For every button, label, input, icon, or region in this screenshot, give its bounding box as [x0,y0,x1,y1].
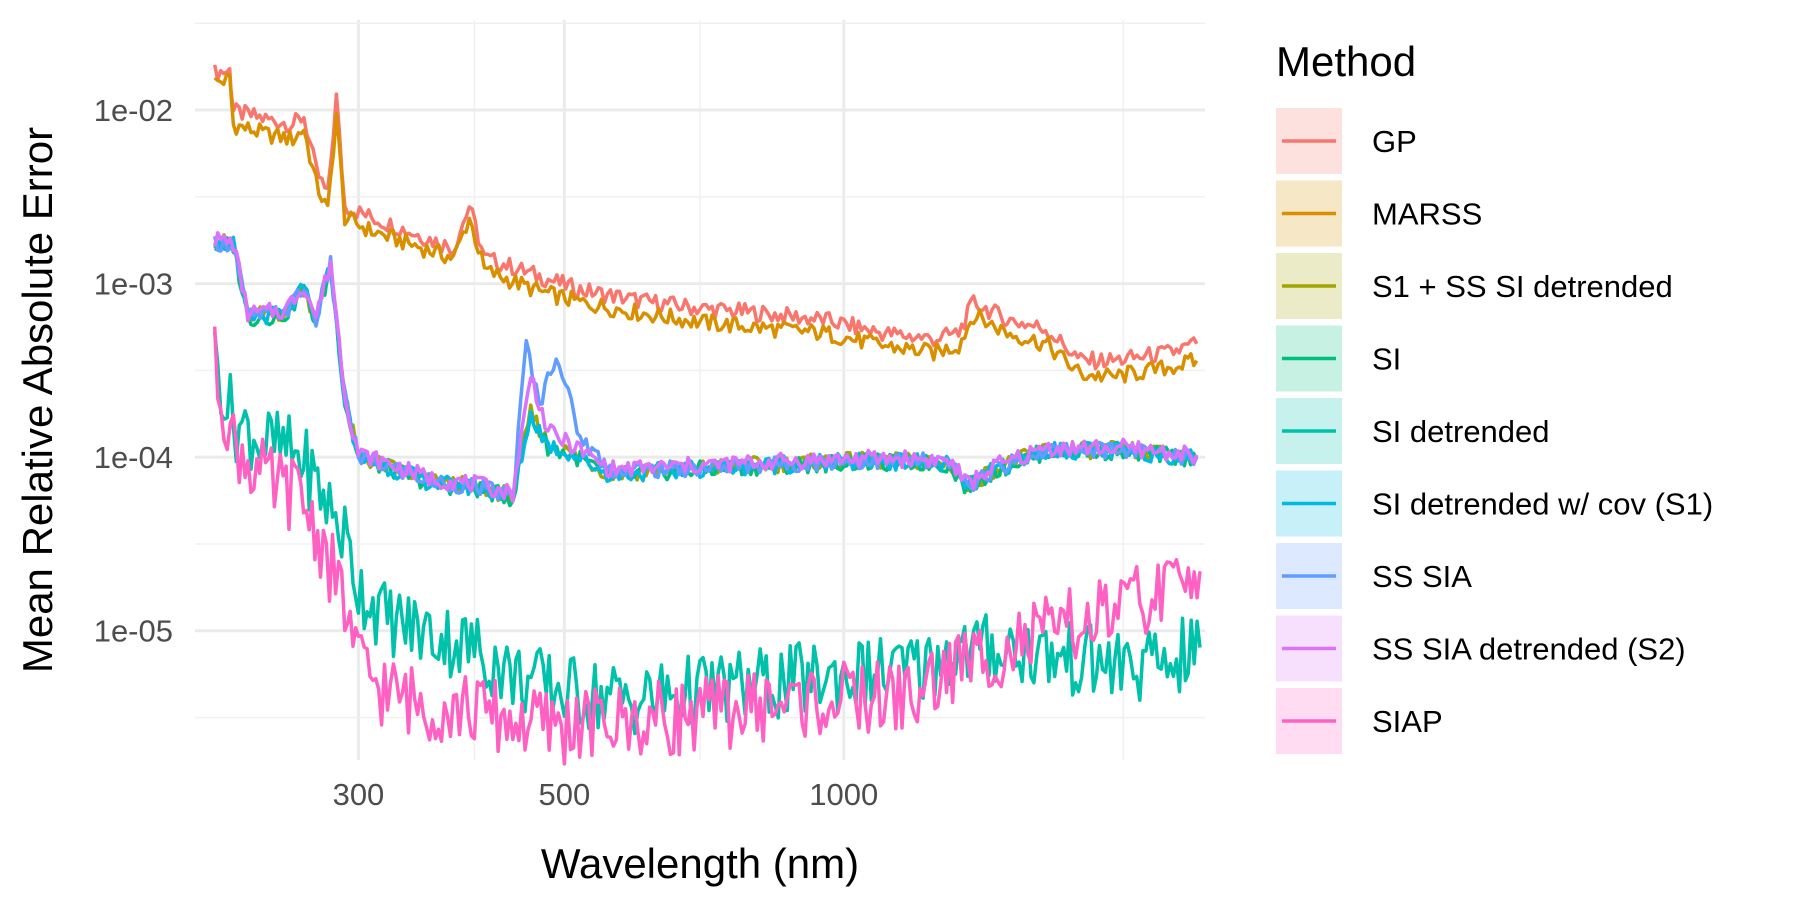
legend-label: S1 + SS SI detrended [1372,269,1673,304]
legend-item: SI [1276,325,1401,392]
x-tick-label: 500 [538,777,590,812]
series-lines [212,64,1202,766]
legend-item: SIAP [1276,688,1443,754]
x-tick-labels: 300 500 1000 [333,777,879,812]
legend-item: SS SIA detrended (S2) [1276,615,1686,682]
y-tick-label: 1e-04 [94,440,173,475]
legend-item: SS SIA [1276,543,1472,609]
legend-item: SI detrended [1276,398,1550,464]
legend-label: SS SIA detrended (S2) [1372,632,1686,667]
legend-label: SI [1372,342,1401,377]
series-line-si-detrended [212,331,1202,736]
y-tick-label: 1e-05 [94,614,173,649]
series-line-siap [212,326,1202,766]
series-line-marss [213,72,1199,384]
legend-item: MARSS [1276,180,1482,247]
legend: Method GP MARSS S1 + SS SI detrended SI SI d… [1276,38,1713,754]
legend-label: GP [1372,124,1417,159]
grid-lines [195,20,1205,760]
legend-label: SI detrended w/ cov (S1) [1372,487,1713,522]
legend-item: S1 + SS SI detrended [1276,253,1673,319]
y-tick-label: 1e-03 [94,267,173,302]
x-axis-title: Wavelength (nm) [541,840,859,887]
series-line-ss-sia-detrended-s2 [212,231,1199,504]
legend-label: SIAP [1372,704,1443,739]
legend-item: SI detrended w/ cov (S1) [1276,470,1713,537]
legend-title: Method [1276,38,1416,85]
x-tick-label: 1000 [809,777,878,812]
legend-item: GP [1276,108,1417,174]
y-tick-labels: 1e-05 1e-04 1e-03 1e-02 [94,93,173,649]
y-axis-title: Mean Relative Absolute Error [14,127,61,673]
x-tick-label: 300 [333,777,385,812]
legend-label: SS SIA [1372,559,1472,594]
y-tick-label: 1e-02 [94,93,173,128]
series-line-gp [212,64,1199,371]
legend-label: SI detrended [1372,414,1550,449]
legend-label: MARSS [1372,197,1482,232]
